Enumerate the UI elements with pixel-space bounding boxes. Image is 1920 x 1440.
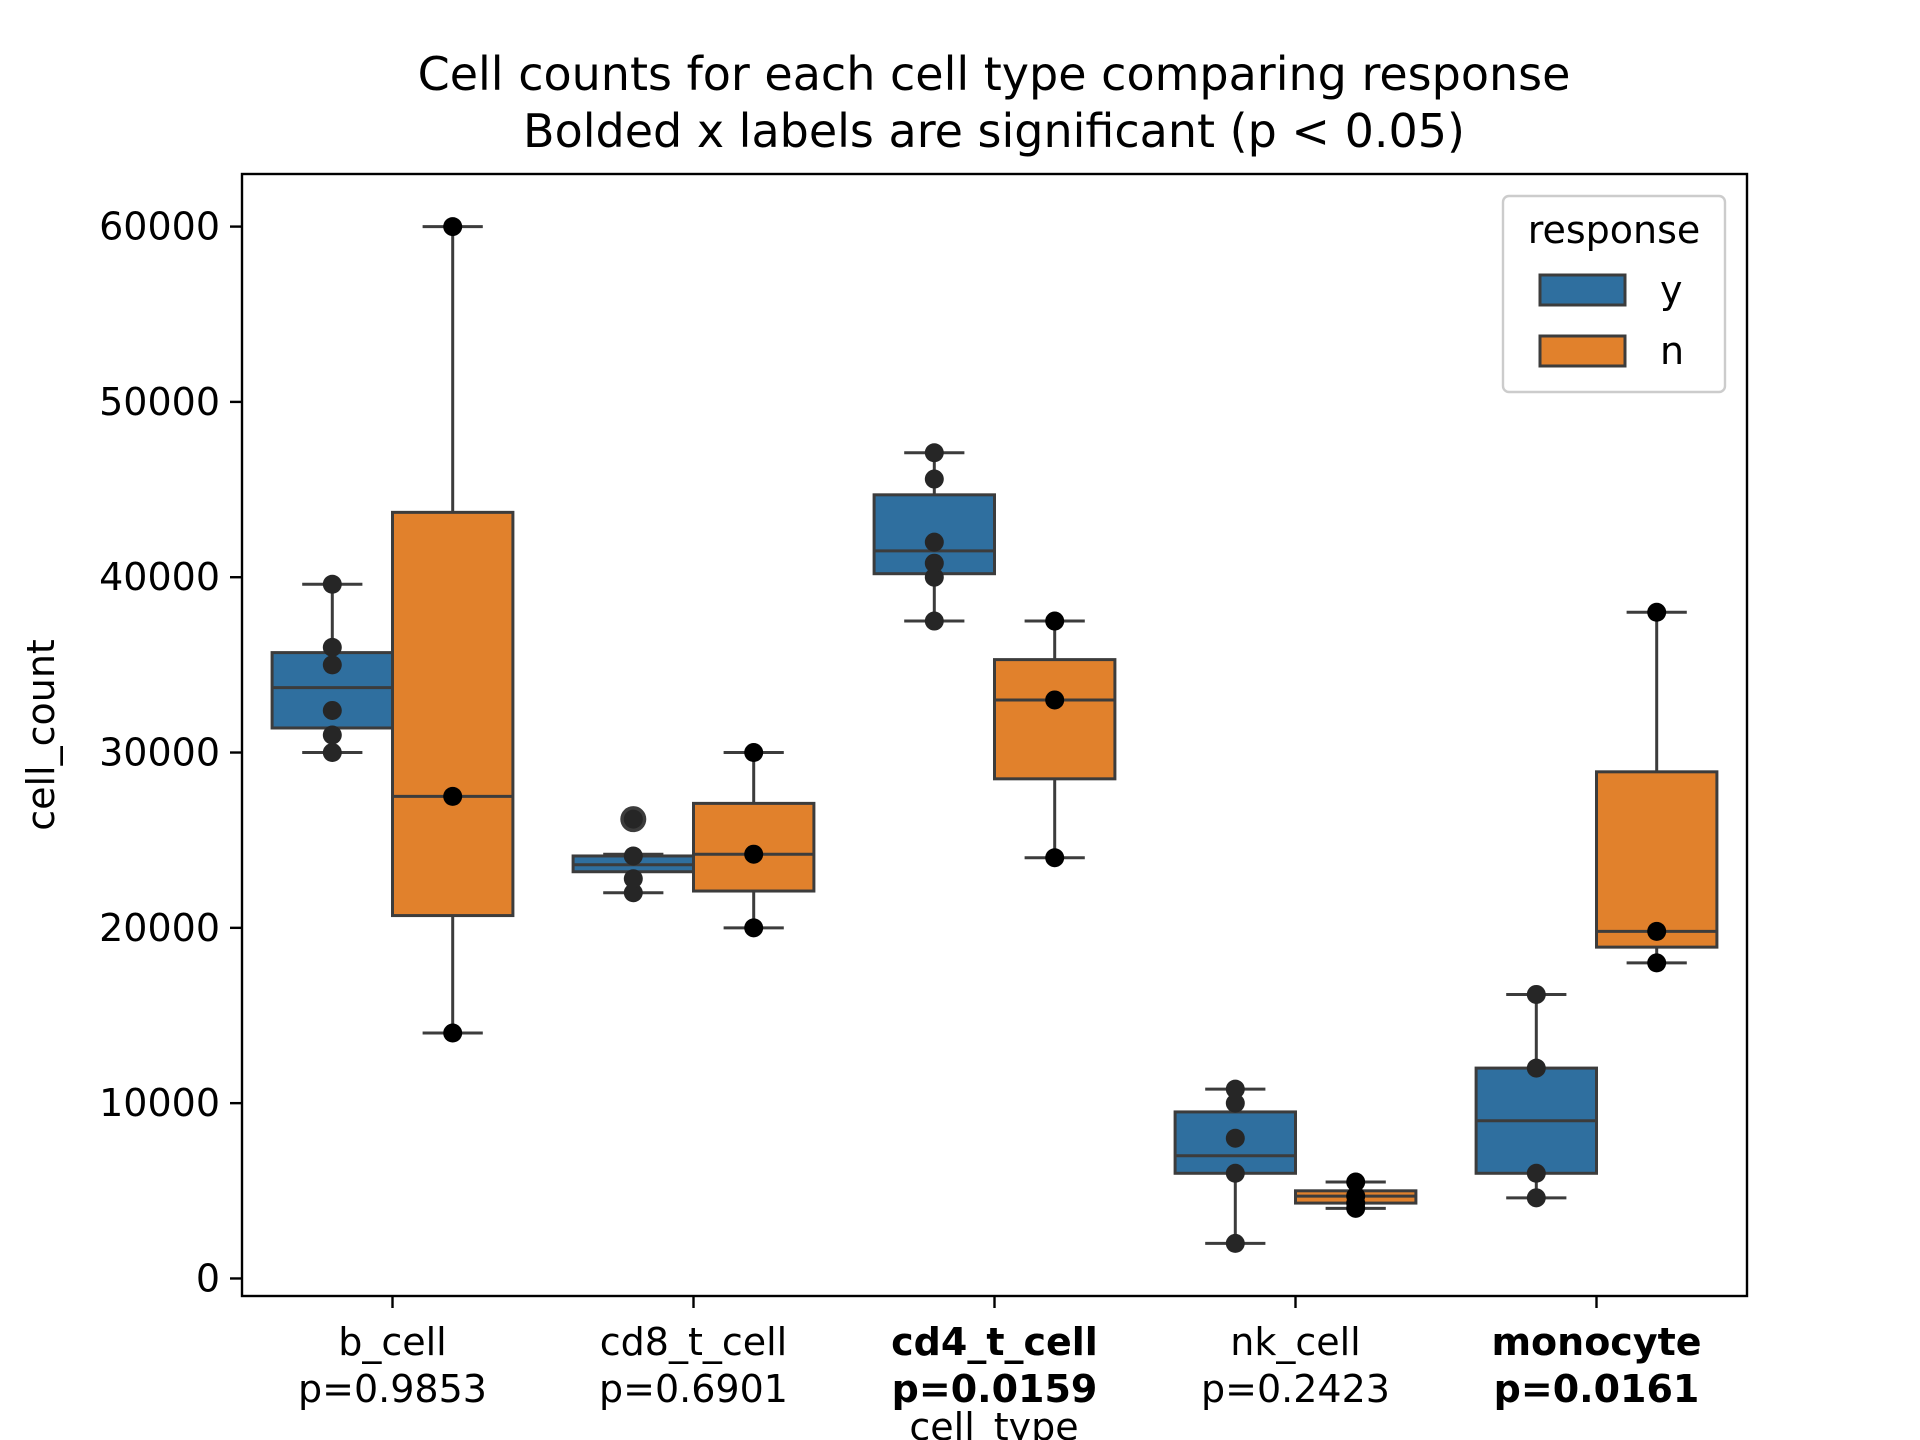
y-tick-label: 50000 xyxy=(99,380,220,424)
box-iqr xyxy=(1595,770,1719,949)
data-point xyxy=(1045,690,1065,710)
data-point xyxy=(1526,1188,1546,1208)
y-tick-label: 40000 xyxy=(99,555,220,599)
x-tick-label-cd4_t_cell: cd4_t_cell xyxy=(891,1320,1098,1364)
legend-swatch-y xyxy=(1538,273,1627,307)
legend-swatch-n xyxy=(1538,334,1627,368)
x-tick-pvalue-b_cell: p=0.9853 xyxy=(298,1367,487,1411)
box-b_cell-n xyxy=(391,217,515,1043)
data-point xyxy=(924,532,944,552)
y-axis-label: cell_count xyxy=(19,639,63,831)
data-point xyxy=(1526,1163,1546,1183)
data-point xyxy=(744,743,764,763)
box-nk_cell-y xyxy=(1173,1079,1297,1253)
data-point xyxy=(744,844,764,864)
y-tick-label: 30000 xyxy=(99,731,220,775)
box-cd4_t_cell-y xyxy=(872,443,996,631)
data-point xyxy=(1225,1233,1245,1253)
box-b_cell-y xyxy=(270,574,395,763)
data-point xyxy=(623,869,643,889)
data-point xyxy=(443,1023,463,1043)
data-point xyxy=(924,567,944,587)
data-point xyxy=(1045,848,1065,868)
y-tick-label: 20000 xyxy=(99,906,220,950)
data-point xyxy=(1346,1172,1366,1192)
data-point xyxy=(1647,953,1667,973)
data-point xyxy=(623,883,643,903)
data-point xyxy=(322,637,342,657)
legend: response y n xyxy=(1501,194,1727,394)
box-cd8_t_cell-n xyxy=(692,743,816,938)
data-point xyxy=(1526,984,1546,1004)
data-point xyxy=(322,743,342,763)
data-point xyxy=(1647,602,1667,622)
data-point xyxy=(924,443,944,463)
data-point xyxy=(443,217,463,237)
box-nk_cell-n xyxy=(1294,1172,1418,1218)
box-iqr xyxy=(391,510,515,918)
data-point xyxy=(1225,1093,1245,1113)
y-tick-label: 0 xyxy=(196,1256,220,1300)
x-tick-pvalue-nk_cell: p=0.2423 xyxy=(1201,1367,1390,1411)
data-point xyxy=(623,846,643,866)
plot-frame xyxy=(240,172,1749,1298)
y-tick-label: 60000 xyxy=(99,205,220,249)
x-tick-label-monocyte: monocyte xyxy=(1491,1320,1701,1364)
x-tick-label-nk_cell: nk_cell xyxy=(1230,1320,1360,1364)
data-point xyxy=(322,574,342,594)
x-axis-label: cell_type xyxy=(909,1405,1078,1440)
data-point xyxy=(924,611,944,631)
data-point xyxy=(1225,1079,1245,1099)
y-tick-label: 10000 xyxy=(99,1081,220,1125)
data-point xyxy=(1526,1058,1546,1078)
chart-subtitle: Bolded x labels are significant (p < 0.0… xyxy=(523,104,1465,158)
box-monocyte-y xyxy=(1474,984,1598,1208)
legend-title: response xyxy=(1528,208,1701,252)
plot-area: 0100002000030000400005000060000b_cellp=0… xyxy=(99,205,1719,1411)
data-point xyxy=(744,918,764,938)
x-tick-label-b_cell: b_cell xyxy=(338,1320,447,1364)
box-monocyte-n xyxy=(1595,602,1719,973)
data-point xyxy=(623,809,643,829)
x-tick-label-cd8_t_cell: cd8_t_cell xyxy=(600,1320,787,1364)
data-point xyxy=(443,786,463,806)
data-point xyxy=(924,469,944,489)
box-iqr xyxy=(993,658,1117,781)
chart-title: Cell counts for each cell type comparing… xyxy=(418,47,1571,101)
data-point xyxy=(1225,1128,1245,1148)
x-tick-pvalue-cd4_t_cell: p=0.0159 xyxy=(892,1367,1098,1411)
x-tick-pvalue-cd8_t_cell: p=0.6901 xyxy=(599,1367,788,1411)
data-point xyxy=(322,725,342,745)
data-point xyxy=(1346,1186,1366,1206)
data-point xyxy=(1045,611,1065,631)
x-tick-pvalue-monocyte: p=0.0161 xyxy=(1494,1367,1700,1411)
legend-label-n: n xyxy=(1660,329,1684,373)
data-point xyxy=(322,700,342,720)
data-point xyxy=(924,553,944,573)
box-cd8_t_cell-y xyxy=(571,806,695,903)
legend-label-y: y xyxy=(1660,268,1683,312)
data-point xyxy=(322,655,342,675)
box-cd4_t_cell-n xyxy=(993,611,1117,868)
data-point xyxy=(1647,921,1667,941)
data-point xyxy=(1225,1163,1245,1183)
